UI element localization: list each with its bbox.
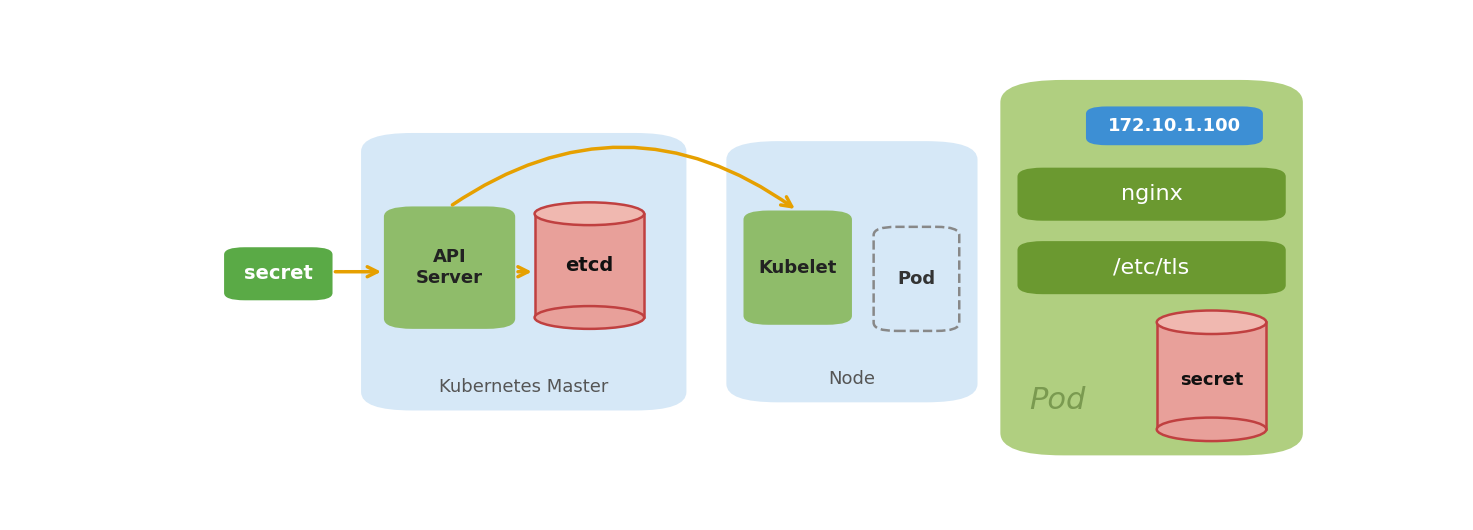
FancyBboxPatch shape — [1018, 167, 1286, 220]
Ellipse shape — [535, 306, 644, 329]
Text: etcd: etcd — [566, 256, 614, 275]
FancyBboxPatch shape — [1000, 80, 1302, 455]
FancyBboxPatch shape — [224, 247, 333, 301]
Ellipse shape — [535, 202, 644, 225]
Text: Kubernetes Master: Kubernetes Master — [439, 378, 608, 396]
Text: Kubelet: Kubelet — [759, 259, 837, 277]
Ellipse shape — [1156, 418, 1267, 441]
FancyBboxPatch shape — [744, 210, 851, 325]
Text: /etc/tls: /etc/tls — [1114, 258, 1190, 278]
Text: Pod: Pod — [1028, 385, 1086, 414]
FancyBboxPatch shape — [726, 141, 978, 402]
FancyArrowPatch shape — [452, 147, 791, 207]
Text: secret: secret — [1180, 371, 1243, 389]
Text: nginx: nginx — [1121, 184, 1183, 204]
Ellipse shape — [1156, 311, 1267, 334]
FancyBboxPatch shape — [361, 133, 686, 410]
FancyBboxPatch shape — [1086, 107, 1262, 145]
Text: secret: secret — [245, 264, 312, 283]
Polygon shape — [1156, 322, 1267, 429]
Text: Pod: Pod — [897, 270, 935, 288]
Text: Node: Node — [828, 370, 875, 388]
Text: API
Server: API Server — [415, 248, 483, 287]
Polygon shape — [535, 214, 644, 317]
FancyBboxPatch shape — [384, 207, 516, 329]
Text: 172.10.1.100: 172.10.1.100 — [1108, 117, 1242, 135]
FancyBboxPatch shape — [1018, 241, 1286, 294]
